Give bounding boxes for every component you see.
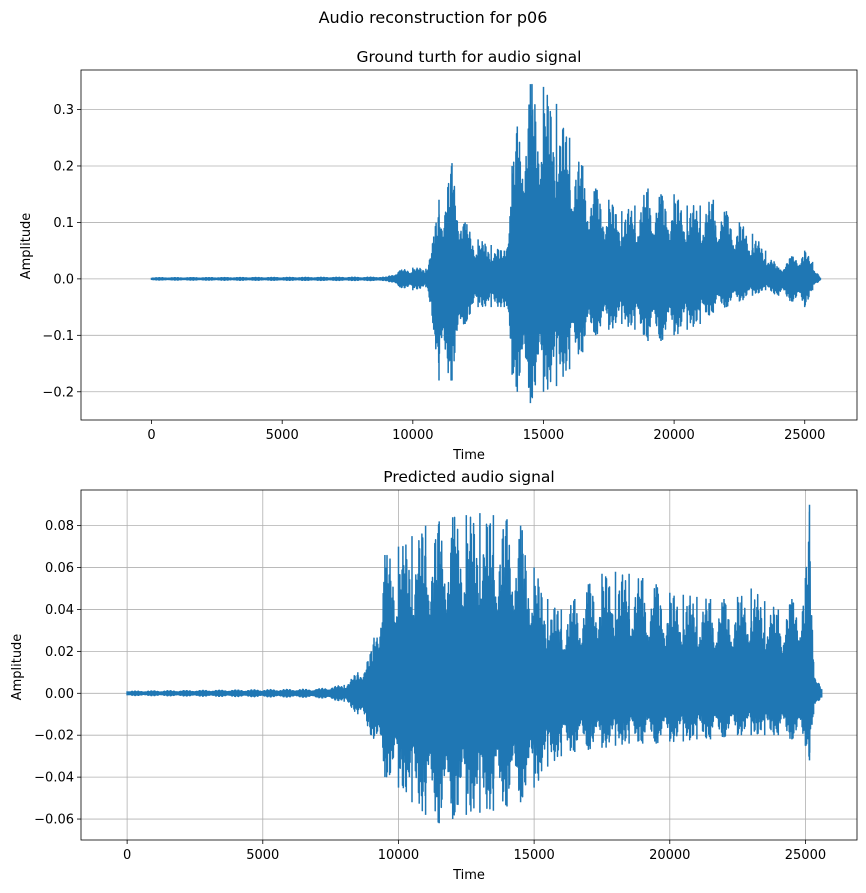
predicted-xtick-label: 20000 xyxy=(649,848,690,863)
predicted-ytick-label: 0.00 xyxy=(45,687,74,702)
subplot-predicted: Predicted audio signal Time Amplitude 0 5… xyxy=(10,468,858,883)
predicted-xtick-label: 25000 xyxy=(785,848,826,863)
predicted-xtick-label: 10000 xyxy=(378,848,419,863)
ground-truth-xtick-label: 0 xyxy=(147,428,155,443)
predicted-ytick-label: −0.02 xyxy=(34,729,74,744)
ground-truth-title: Ground turth for audio signal xyxy=(356,48,581,66)
ground-truth-xtick-label: 5000 xyxy=(266,428,299,443)
predicted-ylabel: Amplitude xyxy=(10,634,25,701)
predicted-xtick-label: 5000 xyxy=(246,848,279,863)
ground-truth-xtick-label: 10000 xyxy=(392,428,433,443)
predicted-xtick-label: 15000 xyxy=(513,848,554,863)
ground-truth-xtick-label: 15000 xyxy=(523,428,564,443)
ground-truth-ytick-label: 0.1 xyxy=(53,216,74,231)
predicted-title: Predicted audio signal xyxy=(383,468,554,486)
subplot-ground-truth: Ground turth for audio signal Time Ampli… xyxy=(19,48,858,463)
predicted-ytick-label: 0.04 xyxy=(45,603,74,618)
predicted-signal-line xyxy=(126,504,823,824)
ground-truth-ytick-label: 0.3 xyxy=(53,103,74,118)
predicted-axes-frame xyxy=(80,489,858,841)
ground-truth-ytick-label: −0.2 xyxy=(42,385,74,400)
predicted-ytick-label: 0.02 xyxy=(45,645,74,660)
ground-truth-ytick-label: −0.1 xyxy=(42,329,74,344)
predicted-ytick-label: 0.08 xyxy=(45,519,74,534)
predicted-xtick-label: 0 xyxy=(123,848,131,863)
ground-truth-xtick-label: 20000 xyxy=(653,428,694,443)
ground-truth-ytick-label: 0.0 xyxy=(53,272,74,287)
ground-truth-xlabel: Time xyxy=(452,448,485,463)
predicted-ytick-label: 0.06 xyxy=(45,561,74,576)
ground-truth-ylabel: Amplitude xyxy=(19,213,34,280)
ground-truth-axes-frame xyxy=(80,69,858,421)
ground-truth-xtick-label: 25000 xyxy=(784,428,825,443)
ground-truth-ytick-label: 0.2 xyxy=(53,159,74,174)
figure-suptitle: Audio reconstruction for p06 xyxy=(318,8,548,27)
predicted-xlabel: Time xyxy=(452,868,485,883)
ground-truth-signal-line xyxy=(150,83,822,404)
predicted-ytick-label: −0.06 xyxy=(34,813,74,828)
predicted-ytick-label: −0.04 xyxy=(34,771,74,786)
